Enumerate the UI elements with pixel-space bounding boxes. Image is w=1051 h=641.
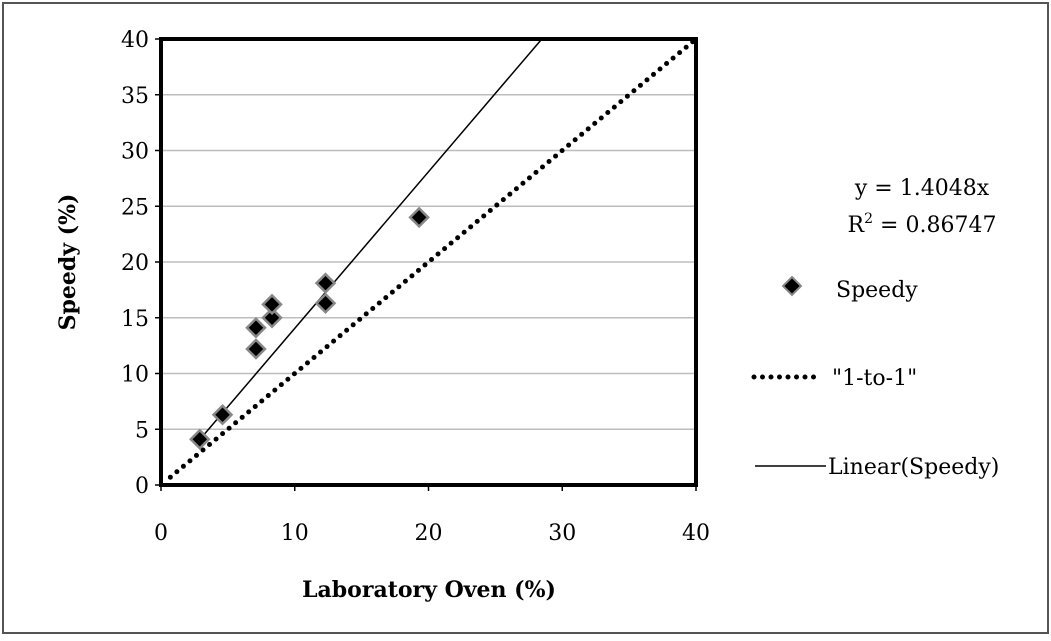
y-tick-label-25: 25	[121, 195, 149, 220]
y-tick-label-10: 10	[121, 363, 149, 388]
data-point-5	[261, 293, 283, 316]
legend-label-linear: Linear(Speedy)	[828, 455, 999, 480]
data-point-2	[245, 338, 267, 360]
y-tick-label-35: 35	[121, 84, 149, 109]
series-line-linear-speedy	[195, 38, 543, 445]
series-lines	[167, 36, 699, 480]
data-point-1	[211, 403, 234, 426]
y-tick-label-20: 20	[121, 251, 149, 276]
x-tick-label-10: 10	[281, 521, 309, 546]
data-point-7	[314, 272, 337, 294]
data-point-4	[261, 306, 283, 329]
legend: Speedy "1-to-1" Linear(Speedy)	[751, 275, 999, 480]
trendline-equation: y = 1.4048x	[854, 176, 990, 201]
y-tick-label-30: 30	[121, 140, 149, 165]
y-tick-label-40: 40	[121, 28, 149, 53]
tick-labels: 0 5 10 15 20 25 30 35 40 0 10 20 30 40	[121, 28, 710, 546]
x-tick-label-30: 30	[548, 521, 576, 546]
x-tick-label-20: 20	[415, 521, 443, 546]
y-tick-label-15: 15	[121, 307, 149, 332]
x-tick-label-0: 0	[154, 521, 168, 546]
x-axis-title: Laboratory Oven (%)	[302, 577, 556, 603]
y-axis-title: Speedy (%)	[55, 194, 81, 331]
data-point-8	[408, 206, 430, 229]
x-tick-label-40: 40	[682, 521, 710, 546]
legend-label-one-to-one: "1-to-1"	[832, 366, 917, 391]
data-markers	[189, 206, 430, 451]
legend-label-speedy: Speedy	[836, 278, 918, 303]
data-point-0	[189, 428, 211, 451]
data-point-3	[245, 317, 267, 339]
legend-marker-speedy	[781, 275, 803, 297]
gridlines	[161, 94, 696, 430]
plot-area-border	[159, 37, 698, 487]
y-tick-label-0: 0	[135, 474, 149, 499]
series-line-one-to-one	[167, 36, 699, 480]
y-tick-label-5: 5	[135, 418, 149, 443]
data-point-6	[314, 292, 337, 315]
r-squared-label: R2 = 0.86747	[848, 211, 997, 238]
